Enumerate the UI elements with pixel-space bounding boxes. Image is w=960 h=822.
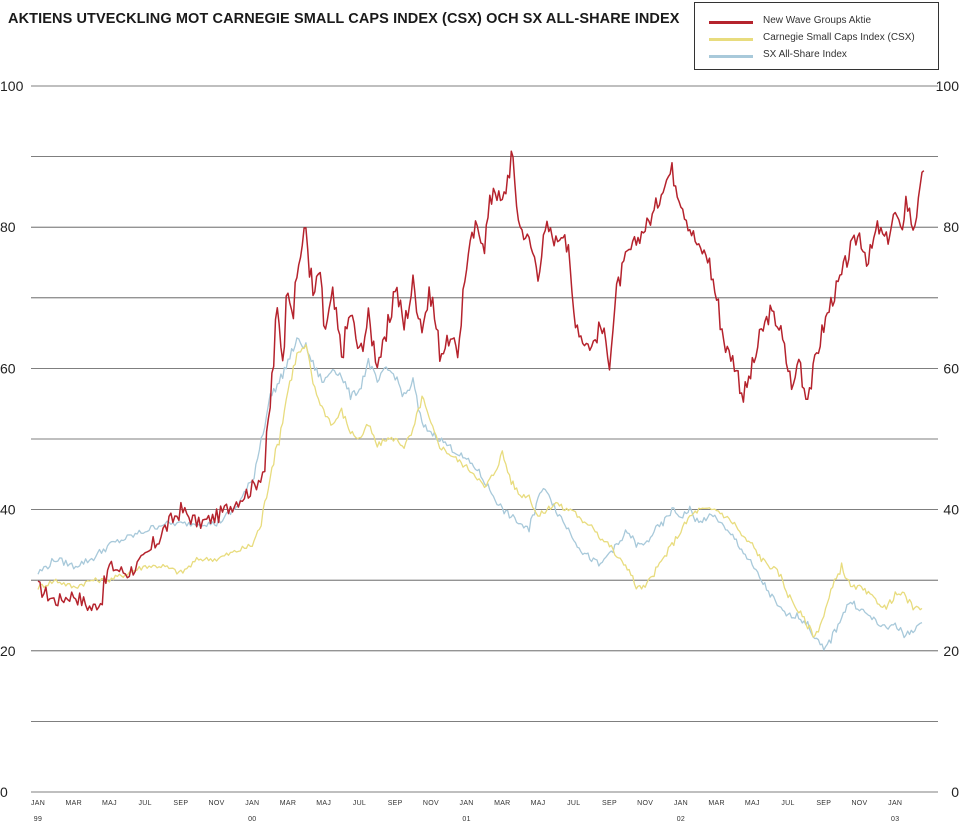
x-tick-label-year: 02 — [677, 816, 685, 822]
y-axis-labels-left: 0 20 40 60 80 100 — [0, 78, 24, 800]
x-tick-label-month: SEP — [388, 800, 403, 807]
series-line-sx-all-share — [37, 337, 923, 651]
legend-label-csx: Carnegie Small Caps Index (CSX) — [763, 32, 915, 43]
x-tick-label-month: JAN — [460, 800, 474, 807]
legend-swatch-new-wave — [709, 21, 753, 24]
x-axis-labels: JAN MAR MAJ JUL SEP NOV JAN MAR MAJ JUL SEP NOV JAN M… — [31, 800, 902, 822]
y-tick-label-left: 0 — [0, 784, 8, 800]
y-tick-label-right: 20 — [943, 643, 959, 659]
x-tick-label-month: MAJ — [102, 800, 117, 807]
x-tick-label-month: JUL — [138, 800, 151, 807]
y-tick-label-left: 60 — [0, 360, 16, 376]
legend-label-sx: SX All-Share Index — [763, 49, 847, 60]
x-tick-label-month: SEP — [816, 800, 831, 807]
x-tick-label-month: JAN — [245, 800, 259, 807]
legend-swatch-sx — [709, 55, 753, 58]
x-tick-label-month: MAR — [65, 800, 81, 807]
x-tick-label-year: 00 — [248, 816, 256, 822]
chart-title: AKTIENS UTVECKLING MOT CARNEGIE SMALL CA… — [8, 11, 680, 27]
chart-legend: New Wave Groups Aktie Carnegie Small Cap… — [694, 2, 939, 70]
x-tick-label-month: MAR — [280, 800, 296, 807]
x-tick-label-month: JAN — [31, 800, 45, 807]
series-lines — [37, 150, 925, 651]
x-tick-label-month: NOV — [637, 800, 653, 807]
y-tick-label-left: 20 — [0, 643, 16, 659]
y-tick-label-right: 40 — [943, 502, 959, 518]
x-tick-label-month: JUL — [353, 800, 366, 807]
x-tick-label-year: 03 — [891, 816, 899, 822]
y-tick-label-right: 0 — [951, 784, 959, 800]
x-tick-label-month: SEP — [173, 800, 188, 807]
x-tick-label-month: JUL — [781, 800, 794, 807]
x-tick-label-month: MAJ — [316, 800, 331, 807]
x-tick-label-month: NOV — [423, 800, 439, 807]
x-tick-label-month: MAJ — [531, 800, 546, 807]
y-axis-labels-right: 0 20 40 60 80 100 — [936, 78, 960, 800]
y-tick-label-right: 60 — [943, 360, 959, 376]
x-tick-label-month: NOV — [851, 800, 867, 807]
x-tick-label-month: SEP — [602, 800, 617, 807]
y-tick-label-left: 100 — [0, 78, 24, 94]
legend-label-new-wave: New Wave Groups Aktie — [763, 15, 872, 26]
series-line-csx — [37, 344, 923, 638]
x-tick-label-month: JAN — [674, 800, 688, 807]
x-tick-label-month: JAN — [888, 800, 902, 807]
x-tick-label-month: JUL — [567, 800, 580, 807]
legend-swatch-csx — [709, 38, 753, 41]
x-tick-label-month: MAJ — [745, 800, 760, 807]
x-tick-label-year: 99 — [34, 816, 42, 822]
grid-lines — [31, 85, 938, 793]
y-tick-label-left: 80 — [0, 219, 16, 235]
y-tick-label-right: 100 — [936, 78, 960, 94]
y-tick-label-left: 40 — [0, 502, 16, 518]
series-line-new-wave — [37, 150, 925, 612]
x-tick-label-month: MAR — [494, 800, 510, 807]
x-tick-label-month: NOV — [209, 800, 225, 807]
x-tick-label-year: 01 — [462, 816, 470, 822]
y-tick-label-right: 80 — [943, 219, 959, 235]
x-tick-label-month: MAR — [708, 800, 724, 807]
